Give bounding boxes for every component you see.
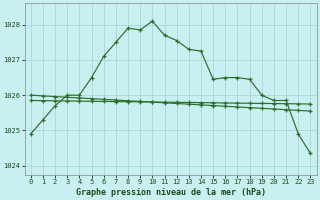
X-axis label: Graphe pression niveau de la mer (hPa): Graphe pression niveau de la mer (hPa): [76, 188, 266, 197]
